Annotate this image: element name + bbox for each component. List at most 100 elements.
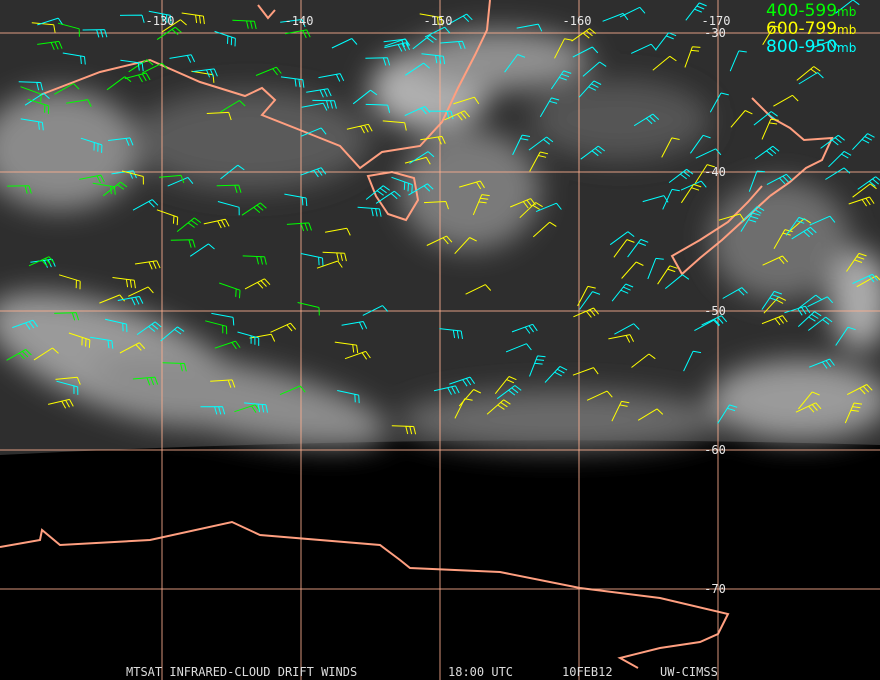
wind-barb bbox=[577, 285, 596, 307]
wind-barb bbox=[741, 206, 765, 223]
wind-barb bbox=[717, 404, 738, 424]
wind-barb bbox=[701, 315, 728, 326]
latitude-label: -40 bbox=[704, 165, 726, 179]
wind-barb bbox=[159, 174, 185, 184]
wind-barb bbox=[657, 265, 678, 285]
wind-barb bbox=[331, 38, 358, 49]
wind-barb bbox=[511, 323, 538, 334]
wind-barb bbox=[300, 253, 324, 267]
wind-barb bbox=[31, 22, 56, 33]
wind-barb bbox=[334, 341, 359, 354]
wind-barb bbox=[20, 86, 42, 103]
wind-barb bbox=[169, 54, 196, 63]
wind-barb bbox=[176, 217, 202, 232]
wind-barb bbox=[297, 302, 320, 316]
footer-text: 10FEB12 bbox=[562, 665, 613, 679]
wind-barb bbox=[420, 135, 446, 145]
wind-barb bbox=[421, 53, 446, 65]
wind-barb bbox=[280, 19, 306, 28]
wind-barb bbox=[447, 13, 473, 26]
wind-barb bbox=[325, 227, 351, 236]
wind-barb bbox=[809, 215, 836, 226]
wind-barb bbox=[112, 277, 136, 289]
footer: MTSAT INFRARED-CLOUD DRIFT WINDS 18:00 UT… bbox=[126, 665, 718, 679]
wind-barb bbox=[424, 26, 451, 38]
wind-barb bbox=[848, 196, 875, 207]
wind-barb bbox=[37, 17, 64, 26]
wind-barb bbox=[572, 46, 599, 58]
wind-barb bbox=[160, 326, 185, 342]
wind-barb bbox=[405, 62, 430, 76]
wind-barb bbox=[300, 167, 327, 178]
wind-barb bbox=[529, 355, 546, 377]
wind-barb bbox=[12, 319, 39, 330]
legend-label: 800-950 bbox=[766, 37, 837, 57]
wind-barb bbox=[117, 296, 144, 306]
wind-barb bbox=[318, 73, 345, 82]
wind-barb bbox=[785, 216, 807, 236]
wind-barb bbox=[412, 34, 437, 50]
wind-barb bbox=[301, 102, 328, 111]
tasmania-coast bbox=[366, 170, 420, 222]
wind-barb bbox=[279, 385, 306, 396]
latitude-label: -30 bbox=[704, 26, 726, 40]
wind-barb bbox=[614, 323, 640, 335]
wind-barb bbox=[124, 72, 151, 83]
wind-barb bbox=[798, 72, 824, 85]
wind-barb bbox=[244, 402, 268, 413]
wind-barb bbox=[510, 198, 536, 209]
wind-barb bbox=[762, 255, 789, 266]
wind-barb bbox=[664, 274, 690, 289]
wind-barb bbox=[214, 340, 241, 350]
wind-barb bbox=[608, 334, 635, 343]
wind-barb bbox=[167, 176, 194, 187]
wind-barb bbox=[33, 347, 59, 361]
wind-barb bbox=[611, 283, 634, 302]
coastlines bbox=[0, 0, 834, 669]
wind-barb bbox=[181, 12, 205, 25]
wind-barb bbox=[846, 384, 873, 396]
wind-barb bbox=[512, 134, 531, 156]
wind-barb bbox=[835, 0, 860, 14]
wind-barb bbox=[419, 13, 443, 26]
wind-barb bbox=[580, 145, 606, 160]
legend-unit: mb bbox=[837, 41, 856, 55]
wind-barb bbox=[382, 120, 407, 131]
wind-barb bbox=[37, 40, 63, 51]
wind-barb bbox=[753, 111, 778, 126]
wind-barb bbox=[809, 358, 835, 369]
wind-barb bbox=[365, 185, 390, 200]
wind-barb bbox=[54, 83, 80, 95]
wind-barb bbox=[730, 110, 753, 128]
wind-barb bbox=[344, 350, 371, 360]
wind-barb bbox=[156, 209, 179, 226]
wind-barb bbox=[365, 57, 391, 66]
wind-barb bbox=[459, 180, 485, 190]
wind-barb bbox=[505, 343, 532, 353]
wind-barb bbox=[312, 99, 337, 109]
longitude-label: -130 bbox=[146, 14, 175, 28]
legend-entry: 400-599mb bbox=[766, 1, 856, 21]
wind-barb bbox=[404, 156, 431, 165]
wind-barb bbox=[148, 10, 172, 24]
wind-barb bbox=[220, 164, 245, 180]
wind-barb bbox=[762, 25, 782, 46]
wind-barb bbox=[825, 167, 851, 180]
wind-barb bbox=[694, 164, 715, 184]
wind-barb bbox=[119, 14, 145, 23]
latitude-label: -60 bbox=[704, 443, 726, 457]
wind-barb bbox=[516, 23, 543, 32]
wind-barb bbox=[458, 389, 482, 407]
legend-entry: 800-950mb bbox=[766, 37, 856, 57]
wind-barb bbox=[362, 305, 389, 316]
wind-barb bbox=[426, 235, 453, 246]
australia-coast bbox=[39, 0, 491, 170]
wind-barb bbox=[621, 261, 644, 279]
antarctica-coast bbox=[0, 520, 730, 669]
wind-barb bbox=[192, 68, 218, 78]
wind-barb bbox=[528, 136, 554, 151]
wind-barb bbox=[844, 402, 863, 424]
wind-barb bbox=[609, 231, 635, 246]
